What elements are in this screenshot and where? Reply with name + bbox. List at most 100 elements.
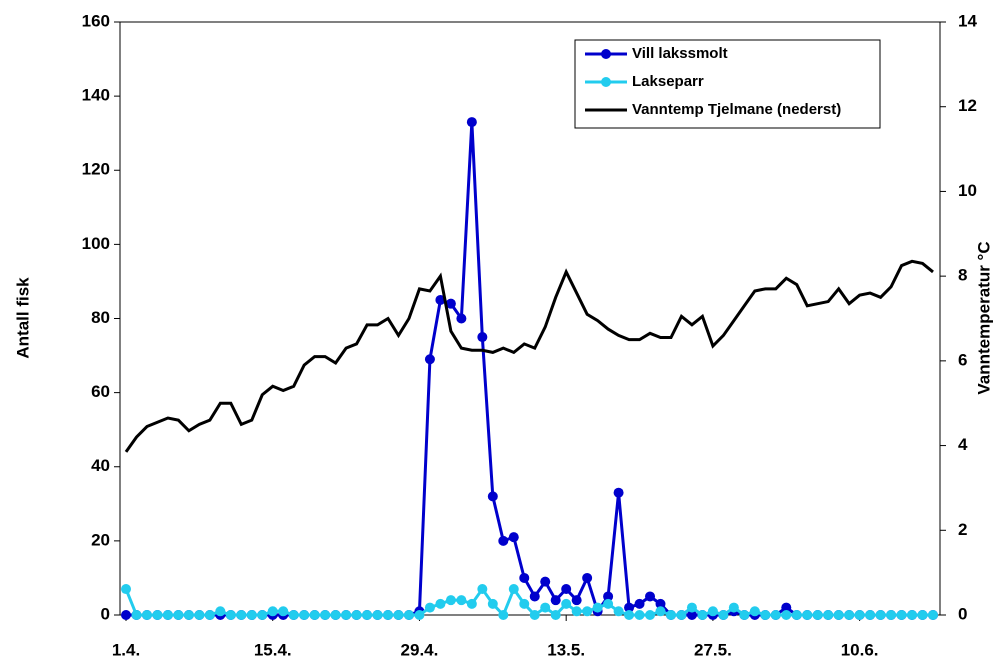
data-point [351,610,362,620]
data-point [655,606,666,617]
data-point [383,610,394,620]
data-point [907,610,918,620]
data-point [456,595,467,606]
data-point [844,610,855,620]
data-point [561,598,572,609]
data-point [582,572,593,583]
data-point [833,610,844,620]
legend-label: Lakseparr [632,73,704,90]
data-point [414,610,425,620]
data-point [466,117,477,128]
data-point [770,610,781,620]
data-point [508,532,519,543]
data-point [928,610,938,620]
data-point [424,354,435,365]
data-point [728,602,739,613]
x-tick-label: 15.4. [254,640,292,659]
data-point [424,602,435,613]
data-point [875,610,886,620]
data-point [645,591,656,602]
data-point [152,610,163,620]
data-point [445,298,456,309]
data-point [865,610,876,620]
data-point [519,572,530,583]
data-point [121,584,131,595]
data-point [749,606,760,617]
data-point [540,602,551,613]
data-point [299,610,310,620]
y2-tick-label: 8 [958,266,967,285]
data-point [435,294,446,305]
data-point [603,591,614,602]
data-point [550,610,561,620]
data-point [362,610,373,620]
data-point [613,606,624,617]
data-point [204,610,215,620]
data-point [288,610,299,620]
data-point [141,610,152,620]
data-line [124,259,934,453]
data-point [812,610,823,620]
data-point [760,610,771,620]
data-point [131,610,142,620]
data-point [571,606,582,617]
data-point [781,602,792,613]
data-point [487,491,498,502]
y2-axis-title: Vanntemperatur °C [974,241,993,394]
data-point [718,610,729,620]
legend-marker [601,77,611,87]
data-point [236,610,247,620]
data-point [445,595,456,606]
y-tick-label: 140 [82,86,110,105]
data-point [896,610,907,620]
y-tick-label: 100 [82,234,110,253]
legend-marker [601,49,611,59]
data-point [571,595,582,606]
data-point [225,610,236,620]
y-tick-label: 0 [101,604,110,623]
data-point [697,610,708,620]
data-point [320,610,331,620]
data-point [403,610,414,620]
y-tick-label: 60 [91,382,110,401]
legend-label: Vanntemp Tjelmane (nederst) [632,101,841,118]
data-point [372,610,383,620]
data-point [592,602,603,613]
data-point [582,606,593,617]
data-point [791,610,802,620]
data-point [257,610,268,620]
data-point [665,610,676,620]
y2-tick-label: 10 [958,181,977,200]
data-point [823,610,834,620]
data-point [854,610,865,620]
data-point [508,584,519,595]
data-point [529,591,540,602]
data-point [686,602,697,613]
data-point [393,610,404,620]
data-point [624,610,635,620]
x-tick-label: 1.4. [112,640,140,659]
data-point [330,610,341,620]
data-point [487,598,498,609]
data-point [246,610,257,620]
y2-tick-label: 0 [958,604,967,623]
y-axis-title: Antall fisk [13,277,32,359]
data-point [477,584,488,595]
data-point [173,610,184,620]
data-point [886,610,897,620]
x-tick-label: 27.5. [694,640,732,659]
legend-label: Vill lakssmolt [632,45,728,62]
data-point [613,487,624,498]
data-line [126,121,933,617]
data-point [278,606,289,617]
data-point [529,610,540,620]
y-tick-label: 40 [91,456,110,475]
x-tick-label: 10.6. [841,640,879,659]
data-point [624,602,635,613]
data-point [676,610,687,620]
data-point [645,610,656,620]
data-point [550,595,561,606]
y-tick-label: 80 [91,308,110,327]
x-tick-label: 13.5. [547,640,585,659]
x-tick-label: 29.4. [401,640,439,659]
